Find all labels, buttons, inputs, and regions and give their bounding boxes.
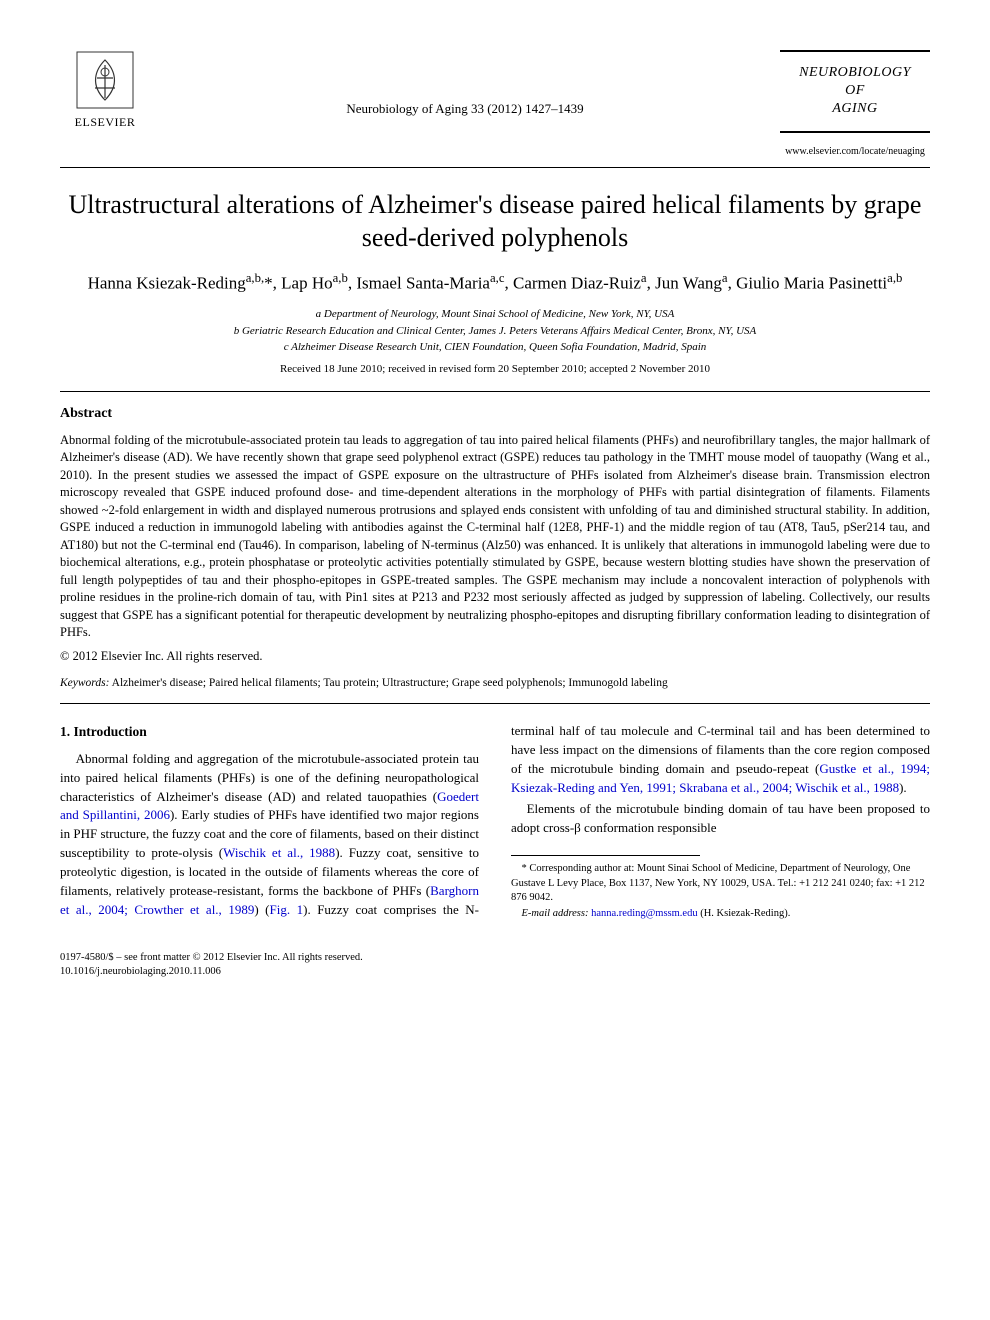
affiliations: a Department of Neurology, Mount Sinai S… xyxy=(60,306,930,356)
horizontal-rule xyxy=(60,703,930,704)
horizontal-rule xyxy=(60,167,930,168)
article-dates: Received 18 June 2010; received in revis… xyxy=(60,362,930,377)
citation-link[interactable]: Wischik et al., 1988 xyxy=(223,845,335,860)
text-run: olysis ( xyxy=(182,845,223,860)
page-header: ELSEVIER Neurobiology of Aging 33 (2012)… xyxy=(60,50,930,159)
article-title: Ultrastructural alterations of Alzheimer… xyxy=(60,188,930,256)
footnote-email-line: E-mail address: hanna.reding@mssm.edu (H… xyxy=(511,907,930,921)
journal-citation: Neurobiology of Aging 33 (2012) 1427–143… xyxy=(150,50,780,118)
publisher-name: ELSEVIER xyxy=(75,114,136,131)
affiliation: c Alzheimer Disease Research Unit, CIEN … xyxy=(60,339,930,356)
email-label: E-mail address: xyxy=(522,908,589,919)
keywords-text: Alzheimer's disease; Paired helical fila… xyxy=(112,677,668,689)
abstract-heading: Abstract xyxy=(60,404,930,424)
journal-title-line: OF xyxy=(845,83,865,98)
footer-doi: 10.1016/j.neurobiolaging.2010.11.006 xyxy=(60,965,930,979)
footnote-text: * Corresponding author at: Mount Sinai S… xyxy=(511,862,930,905)
corresponding-author-footnote: * Corresponding author at: Mount Sinai S… xyxy=(511,862,930,921)
journal-rule xyxy=(780,50,930,52)
abstract-copyright: © 2012 Elsevier Inc. All rights reserved… xyxy=(60,648,930,666)
horizontal-rule xyxy=(60,391,930,392)
email-author: (H. Ksiezak-Reding). xyxy=(700,908,790,919)
journal-title-line: NEUROBIOLOGY xyxy=(799,65,911,80)
authors-line: Hanna Ksiezak-Redinga,b,*, Lap Hoa,b, Is… xyxy=(60,269,930,296)
text-run: ). xyxy=(899,780,907,795)
page-footer: 0197-4580/$ – see front matter © 2012 El… xyxy=(60,951,930,978)
section-heading: 1. Introduction xyxy=(60,722,479,742)
body-columns: 1. Introduction Abnormal folding and agg… xyxy=(60,722,930,921)
journal-rule xyxy=(780,131,930,133)
text-run: Abnormal folding and aggregation of the … xyxy=(60,751,479,804)
footnote-rule xyxy=(511,855,700,856)
intro-paragraph: Elements of the microtubule binding doma… xyxy=(511,800,930,838)
publisher-block: ELSEVIER xyxy=(60,50,150,131)
keywords-line: Keywords: Alzheimer's disease; Paired he… xyxy=(60,675,930,691)
affiliation: b Geriatric Research Education and Clini… xyxy=(60,323,930,340)
journal-website[interactable]: www.elsevier.com/locate/neuaging xyxy=(780,145,930,159)
email-link[interactable]: hanna.reding@mssm.edu xyxy=(591,908,697,919)
journal-block: NEUROBIOLOGY OF AGING www.elsevier.com/l… xyxy=(780,50,930,159)
text-run: ) ( xyxy=(254,902,269,917)
footer-copyright: 0197-4580/$ – see front matter © 2012 El… xyxy=(60,951,930,965)
keywords-label: Keywords: xyxy=(60,677,109,689)
journal-title: NEUROBIOLOGY OF AGING xyxy=(780,64,930,119)
affiliation: a Department of Neurology, Mount Sinai S… xyxy=(60,306,930,323)
abstract-body: Abnormal folding of the microtubule-asso… xyxy=(60,432,930,642)
figure-ref-link[interactable]: Fig. 1 xyxy=(270,902,304,917)
journal-title-line: AGING xyxy=(832,101,877,116)
elsevier-logo-icon xyxy=(75,50,135,110)
